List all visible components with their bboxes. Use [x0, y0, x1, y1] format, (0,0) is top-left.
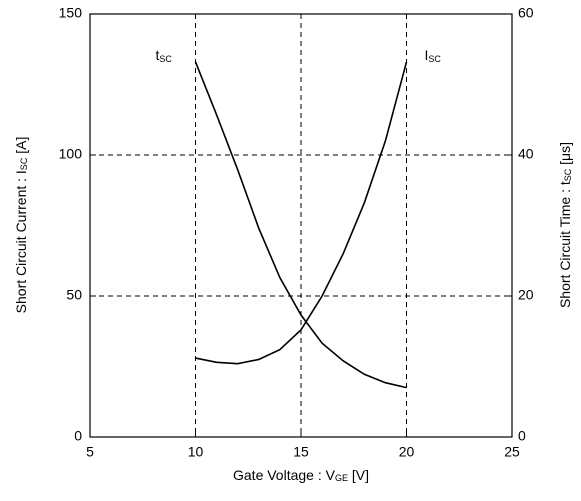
series-label: ISC: [425, 47, 442, 65]
y2-tick-label: 20: [518, 287, 534, 303]
series-label-main: t: [156, 47, 160, 63]
series-label-main: I: [425, 47, 429, 63]
data-line: [195, 61, 408, 365]
x-tick-label: 20: [399, 444, 415, 460]
y2-tick-label: 60: [518, 5, 534, 21]
x-tick-label: 10: [188, 444, 204, 460]
y-tick-label: 150: [59, 5, 83, 21]
x-tick-label: 15: [293, 444, 309, 460]
y2-tick-label: 40: [518, 146, 534, 162]
series-label: tSC: [156, 47, 173, 65]
y-axis-label: Short Circuit Current : ISC [A]: [13, 137, 30, 314]
data-line: [194, 61, 407, 389]
y-tick-label: 0: [74, 428, 82, 444]
y2-tick-label: 0: [518, 428, 526, 444]
series-label-sub: SC: [428, 54, 441, 64]
y-tick-label: 100: [59, 146, 83, 162]
x-axis-label: Gate Voltage : VGE [V]: [233, 467, 369, 484]
x-tick-label: 25: [504, 444, 520, 460]
y-tick-label: 50: [66, 287, 82, 303]
series-label-sub: SC: [159, 54, 172, 64]
x-tick-label: 5: [86, 444, 94, 460]
y2-axis-label: Short Circuit Time : tSC [μs]: [557, 142, 574, 308]
